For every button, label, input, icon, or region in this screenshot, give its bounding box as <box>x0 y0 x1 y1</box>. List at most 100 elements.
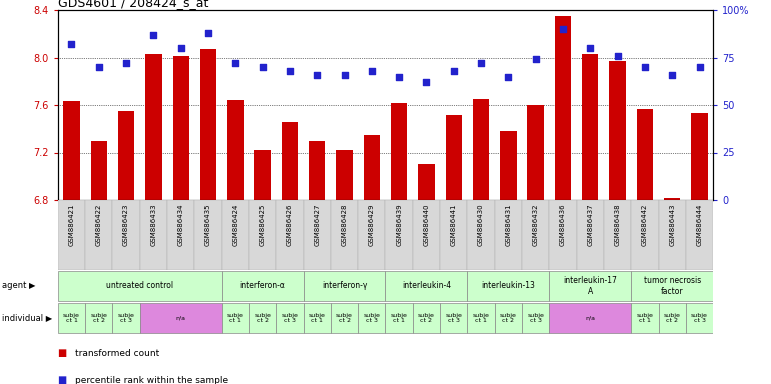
Bar <box>549 200 577 270</box>
Bar <box>467 200 495 270</box>
Bar <box>582 54 598 200</box>
Text: transformed count: transformed count <box>75 349 159 358</box>
Text: GSM886425: GSM886425 <box>260 204 266 246</box>
Text: GSM886430: GSM886430 <box>478 204 484 246</box>
Bar <box>221 271 304 301</box>
Text: subje
ct 2: subje ct 2 <box>500 313 517 323</box>
Bar <box>194 200 222 270</box>
Bar <box>604 200 631 270</box>
Text: individual ▶: individual ▶ <box>2 313 52 323</box>
Bar <box>221 303 249 333</box>
Point <box>420 79 433 85</box>
Text: GSM886440: GSM886440 <box>423 204 429 246</box>
Point <box>202 30 214 36</box>
Bar <box>637 109 653 200</box>
Bar <box>173 56 189 200</box>
Point <box>530 56 542 63</box>
Text: GSM886433: GSM886433 <box>150 204 157 246</box>
Text: GSM886424: GSM886424 <box>232 204 238 246</box>
Bar <box>331 200 359 270</box>
Text: interferon-γ: interferon-γ <box>322 281 367 291</box>
Point <box>338 71 351 78</box>
Point <box>611 53 624 59</box>
Bar <box>85 303 113 333</box>
Bar <box>254 150 271 200</box>
Text: subje
ct 3: subje ct 3 <box>446 313 462 323</box>
Bar <box>440 200 467 270</box>
Text: GSM886441: GSM886441 <box>451 204 456 246</box>
Bar <box>276 303 304 333</box>
Text: GSM886444: GSM886444 <box>696 204 702 246</box>
Text: interferon-α: interferon-α <box>240 281 285 291</box>
Text: GSM886432: GSM886432 <box>533 204 539 246</box>
Text: subje
ct 1: subje ct 1 <box>63 313 80 323</box>
Text: interleukin-4: interleukin-4 <box>402 281 451 291</box>
Text: interleukin-17
A: interleukin-17 A <box>564 276 618 296</box>
Text: n/a: n/a <box>176 316 186 321</box>
Bar <box>113 200 140 270</box>
Bar <box>145 54 162 200</box>
Bar <box>391 103 407 200</box>
Bar <box>686 200 713 270</box>
Bar <box>386 271 467 301</box>
Bar <box>658 200 686 270</box>
Bar <box>549 303 631 333</box>
Point <box>502 73 514 79</box>
Text: subje
ct 2: subje ct 2 <box>664 313 681 323</box>
Bar <box>331 303 359 333</box>
Point <box>284 68 296 74</box>
Text: GSM886426: GSM886426 <box>287 204 293 246</box>
Point <box>666 71 678 78</box>
Point <box>584 45 597 51</box>
Bar <box>609 61 626 200</box>
Bar <box>113 303 140 333</box>
Text: percentile rank within the sample: percentile rank within the sample <box>75 376 228 384</box>
Bar <box>631 303 658 333</box>
Point <box>66 41 78 47</box>
Text: GSM886438: GSM886438 <box>614 204 621 246</box>
Text: GSM886423: GSM886423 <box>123 204 129 246</box>
Bar <box>386 303 412 333</box>
Text: agent ▶: agent ▶ <box>2 281 35 291</box>
Point <box>257 64 269 70</box>
Bar <box>686 303 713 333</box>
Bar <box>500 131 517 200</box>
Text: n/a: n/a <box>585 316 595 321</box>
Text: GSM886435: GSM886435 <box>205 204 211 246</box>
Point <box>93 64 105 70</box>
Bar <box>467 303 495 333</box>
Text: untreated control: untreated control <box>106 281 173 291</box>
Bar <box>167 200 194 270</box>
Text: GSM886421: GSM886421 <box>69 204 75 246</box>
Bar <box>281 122 298 200</box>
Text: subje
ct 3: subje ct 3 <box>527 313 544 323</box>
Bar <box>473 99 490 200</box>
Text: GSM886443: GSM886443 <box>669 204 675 246</box>
Text: subje
ct 2: subje ct 2 <box>336 313 353 323</box>
Point <box>229 60 241 66</box>
Bar <box>631 271 713 301</box>
Bar <box>90 141 107 200</box>
Text: subje
ct 3: subje ct 3 <box>118 313 134 323</box>
Bar <box>63 101 79 200</box>
Bar <box>467 271 549 301</box>
Text: subje
ct 1: subje ct 1 <box>473 313 490 323</box>
Point <box>365 68 378 74</box>
Bar <box>631 200 658 270</box>
Bar <box>359 200 386 270</box>
Point <box>311 71 323 78</box>
Bar <box>440 303 467 333</box>
Bar <box>249 303 276 333</box>
Bar <box>140 200 167 270</box>
Bar <box>658 303 686 333</box>
Bar <box>527 105 544 200</box>
Bar <box>336 150 352 200</box>
Bar <box>200 49 216 200</box>
Text: GSM886422: GSM886422 <box>96 204 102 246</box>
Point <box>638 64 651 70</box>
Bar <box>140 303 221 333</box>
Bar <box>118 111 134 200</box>
Bar <box>412 200 440 270</box>
Text: subje
ct 1: subje ct 1 <box>391 313 408 323</box>
Bar <box>664 198 680 200</box>
